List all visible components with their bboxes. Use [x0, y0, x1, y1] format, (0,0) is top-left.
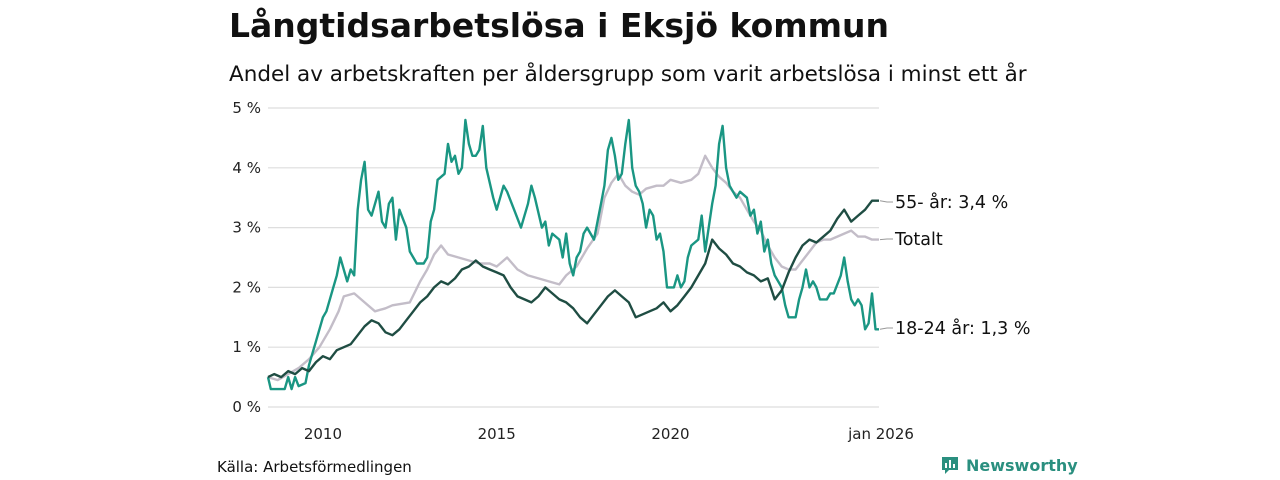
x-axis-ticks: 2010 2015 2020 jan 2026: [304, 425, 914, 443]
series-leader-line: [879, 238, 893, 241]
series-labels: Totalt 18-24 år: 1,3 % 55- år: 3,4 %: [879, 192, 1031, 339]
series-leader-line: [879, 200, 893, 203]
series-label: 18-24 år: 1,3 %: [895, 318, 1031, 339]
series-leader-line: [879, 327, 893, 330]
y-tick-label: 3 %: [232, 219, 261, 237]
series-lines: [266, 118, 879, 391]
series-label: 55- år: 3,4 %: [895, 192, 1008, 213]
y-tick-label: 5 %: [232, 99, 261, 117]
chart-subtitle: Andel av arbetskraften per åldersgrupp s…: [229, 62, 1027, 87]
series-line-0: [267, 154, 879, 382]
series-label: Totalt: [894, 230, 943, 250]
y-tick-label: 0 %: [232, 398, 261, 416]
newsworthy-logo-icon: [942, 457, 958, 474]
chart-title: Långtidsarbetslösa i Eksjö kommun: [229, 6, 889, 45]
y-axis-ticks: 0 % 1 % 2 % 3 % 4 % 5 %: [232, 99, 261, 416]
brand-name: Newsworthy: [966, 455, 1078, 475]
x-tick-label: 2010: [304, 425, 342, 443]
source-note: Källa: Arbetsförmedlingen: [217, 458, 412, 476]
x-tick-label: 2020: [651, 425, 689, 443]
series-line-2: [267, 199, 879, 379]
grid-lines: [268, 107, 879, 408]
x-tick-label: jan 2026: [847, 425, 914, 443]
x-tick-label: 2015: [478, 425, 516, 443]
y-tick-label: 2 %: [232, 278, 261, 296]
y-tick-label: 4 %: [232, 159, 261, 177]
brand-logo: Newsworthy: [940, 455, 1078, 475]
series-line-1: [266, 118, 879, 391]
y-tick-label: 1 %: [232, 338, 261, 356]
